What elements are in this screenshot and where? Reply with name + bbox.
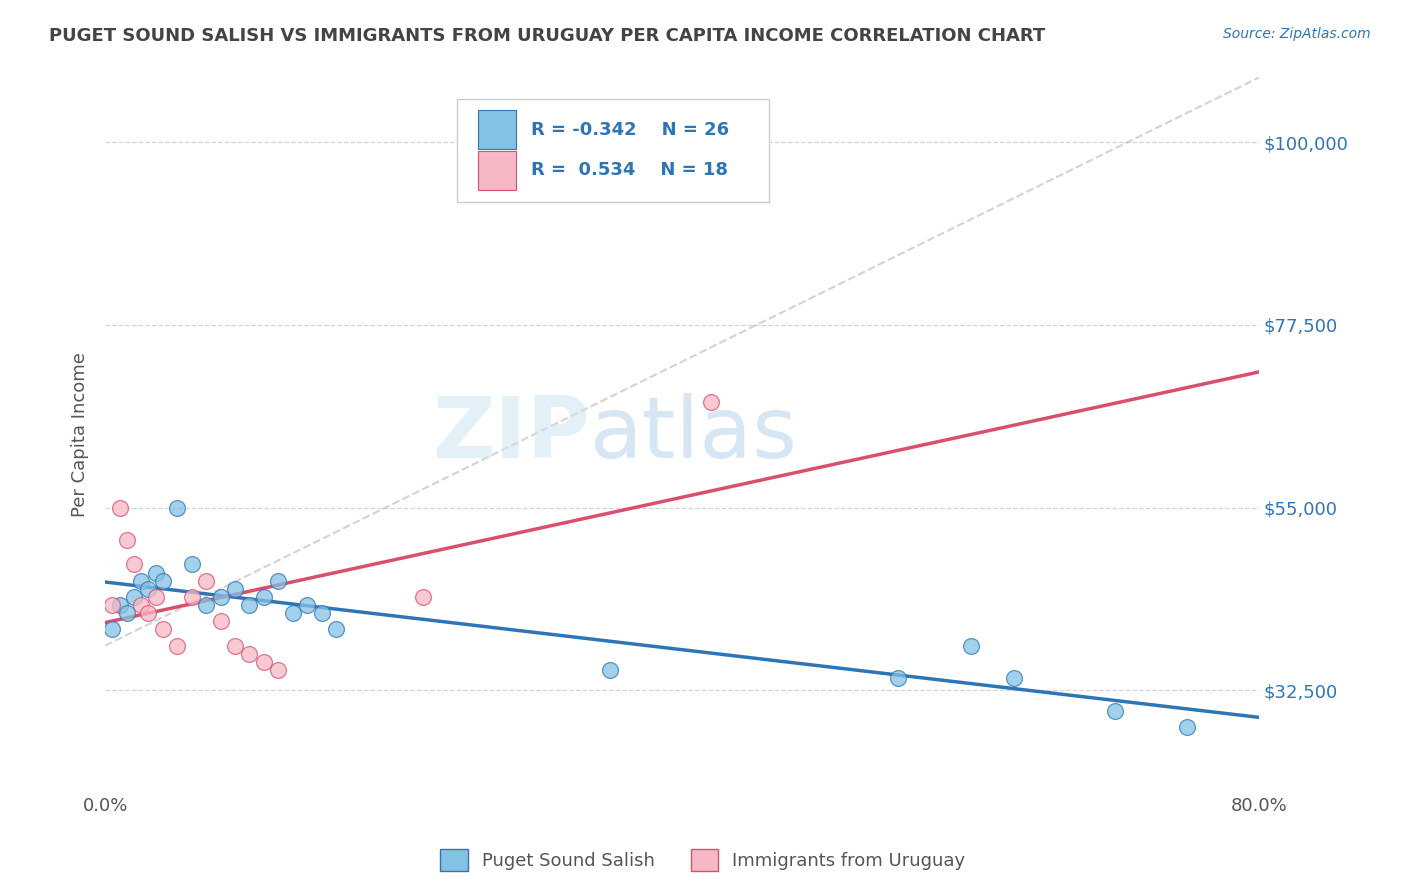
Point [195, 574, 218, 588]
Point [238, 598, 260, 612]
Point [700, 395, 723, 409]
Point [325, 623, 347, 637]
Point [166, 639, 188, 653]
Point [1104, 704, 1126, 718]
Text: Source: ZipAtlas.com: Source: ZipAtlas.com [1223, 27, 1371, 41]
Point [152, 574, 174, 588]
Point [209, 614, 232, 628]
FancyBboxPatch shape [457, 99, 769, 202]
Point [101, 623, 124, 637]
Point [311, 606, 333, 620]
Point [224, 582, 246, 596]
Point [115, 533, 138, 547]
Point [267, 663, 290, 677]
Point [281, 606, 304, 620]
Legend: Puget Sound Salish, Immigrants from Uruguay: Puget Sound Salish, Immigrants from Urug… [433, 842, 973, 879]
Point [180, 558, 202, 572]
Point [129, 598, 152, 612]
Text: PUGET SOUND SALISH VS IMMIGRANTS FROM URUGUAY PER CAPITA INCOME CORRELATION CHAR: PUGET SOUND SALISH VS IMMIGRANTS FROM UR… [49, 27, 1046, 45]
Point [138, 606, 160, 620]
Point [138, 582, 160, 596]
Point [295, 598, 318, 612]
Point [224, 639, 246, 653]
Text: ZIP: ZIP [432, 393, 591, 476]
Text: atlas: atlas [591, 393, 797, 476]
Y-axis label: Per Capita Income: Per Capita Income [72, 352, 89, 517]
Point [108, 598, 131, 612]
Text: R = -0.342    N = 26: R = -0.342 N = 26 [531, 120, 730, 138]
Point [959, 639, 981, 653]
Point [195, 598, 218, 612]
Point [599, 663, 621, 677]
Point [1002, 671, 1025, 685]
Point [145, 590, 167, 604]
Point [412, 590, 434, 604]
Point [253, 655, 276, 669]
Point [115, 606, 138, 620]
FancyBboxPatch shape [478, 151, 516, 190]
Point [209, 590, 232, 604]
Point [101, 598, 124, 612]
FancyBboxPatch shape [478, 110, 516, 149]
Point [1175, 720, 1198, 734]
Point [122, 558, 145, 572]
Point [145, 566, 167, 580]
Point [122, 590, 145, 604]
Point [180, 590, 202, 604]
Point [129, 574, 152, 588]
Point [238, 647, 260, 661]
Point [887, 671, 910, 685]
Point [253, 590, 276, 604]
Point [267, 574, 290, 588]
Text: R =  0.534    N = 18: R = 0.534 N = 18 [531, 161, 728, 179]
Point [152, 623, 174, 637]
Point [166, 500, 188, 515]
Point [108, 500, 131, 515]
